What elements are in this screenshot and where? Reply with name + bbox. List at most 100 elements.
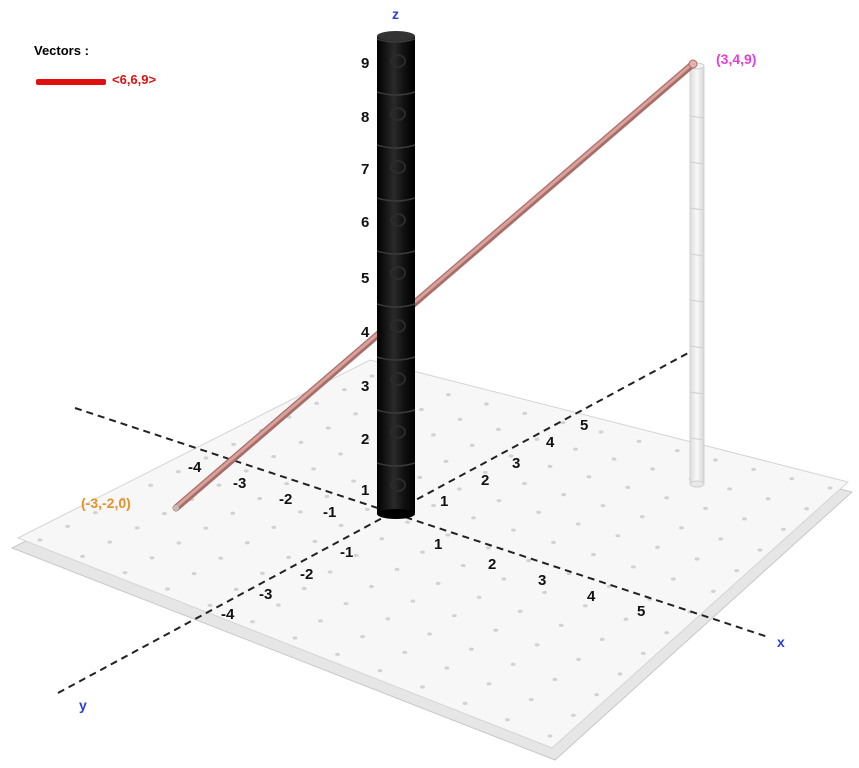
plate-dot: [522, 481, 527, 486]
projection-pole-tick: [689, 253, 705, 257]
z-pole-rings: [376, 38, 416, 492]
plate-dot: [37, 538, 43, 542]
plate-dot: [623, 617, 629, 621]
plate-dot: [443, 459, 449, 463]
plate-dot: [431, 503, 436, 508]
plate-dot: [528, 697, 534, 702]
plate-dot: [694, 557, 700, 561]
plate-dot: [566, 571, 572, 576]
x-neg-tick: -3: [233, 475, 247, 492]
plate-dot: [311, 467, 317, 471]
plate-dot: [510, 662, 516, 666]
plate-dot: [298, 440, 304, 444]
z-pole-ring: [376, 197, 416, 202]
z-pole-ring: [376, 462, 416, 467]
plate-dot: [625, 485, 631, 489]
vector-start-point: [173, 505, 179, 511]
plate-dot: [338, 523, 344, 527]
plate-dot: [327, 570, 333, 574]
plate-dot: [243, 469, 249, 473]
plate-dot: [594, 693, 600, 697]
y-tick: 3: [512, 455, 521, 472]
plate-dot: [122, 571, 128, 575]
plate-dot: [92, 511, 98, 515]
plate-dot: [505, 718, 510, 722]
plate-dot: [576, 657, 581, 662]
plate-dot: [80, 554, 85, 558]
z-pole-ring: [376, 144, 416, 149]
plate-dot: [542, 590, 547, 595]
projection-pole-tick: [689, 161, 705, 165]
plate-dot: [165, 587, 170, 591]
plate-dot: [501, 577, 507, 581]
plate-dot: [444, 666, 450, 670]
plate-dot: [558, 623, 564, 627]
plate-dot: [369, 584, 374, 589]
plate-dot: [471, 516, 476, 520]
plate-dot: [244, 541, 250, 545]
z-pole-ring: [376, 91, 416, 96]
plate-dot: [420, 685, 425, 689]
plate-dot: [260, 571, 265, 575]
z-pole-socket: [390, 160, 406, 174]
plate-dot: [218, 556, 224, 560]
plate-dot: [551, 540, 556, 544]
plate-dot: [107, 540, 113, 544]
plate-dot: [231, 442, 237, 446]
plate-dot: [586, 475, 592, 479]
plate-dot: [353, 412, 358, 416]
plate-dot: [591, 552, 596, 557]
plate-dot: [611, 457, 617, 461]
z-tick: 5: [361, 270, 370, 287]
plate-dot: [482, 470, 488, 475]
plate-dot: [203, 526, 209, 530]
plate-dot: [670, 577, 676, 581]
x-axis-label: x: [777, 634, 785, 650]
plate-dot: [789, 477, 795, 481]
plate-dot: [418, 407, 424, 412]
plate-dot: [427, 632, 432, 636]
z-tick: 4: [361, 324, 370, 341]
plate-dot: [325, 426, 331, 430]
legend-title: Vectors :: [34, 43, 89, 58]
plate-dot: [176, 541, 182, 545]
plate-dot: [271, 454, 277, 459]
plate-dot: [343, 602, 349, 606]
plate-dot: [674, 449, 680, 453]
z-tick: 6: [361, 214, 370, 231]
z-tick: 8: [361, 109, 370, 126]
plate-dot: [284, 482, 290, 486]
plate-dot: [526, 559, 532, 563]
plate-dot: [703, 506, 708, 510]
plate-dot: [257, 496, 263, 501]
plate-dot: [484, 402, 489, 406]
plate-dot: [394, 567, 400, 571]
plate-dot: [536, 510, 542, 514]
y-neg-tick: -3: [259, 586, 273, 603]
plate-dot: [486, 682, 492, 686]
plate-dot: [377, 669, 383, 673]
plate-dot: [318, 619, 323, 623]
plate-dot: [379, 537, 385, 541]
plate-dot: [462, 701, 468, 705]
plate-dot: [402, 650, 408, 654]
plate-dot: [765, 497, 771, 501]
legend-vector-swatch: [36, 79, 106, 85]
plate-dot: [575, 522, 581, 526]
plate-dot: [598, 430, 604, 434]
plate-dot: [420, 550, 425, 554]
plate-dot: [713, 458, 718, 462]
plate-dot: [780, 527, 786, 531]
vector-tube: [172, 60, 697, 512]
z-pole-ring: [376, 38, 416, 43]
plate-dot: [617, 672, 623, 676]
y-tick: 5: [580, 417, 589, 434]
y-tick: 1: [440, 493, 449, 510]
plate-dot: [65, 524, 71, 528]
x-tick: 4: [587, 588, 596, 605]
plate-dot: [312, 539, 318, 543]
plate-dot: [149, 556, 155, 560]
plate-dot: [148, 483, 154, 487]
z-tick: 3: [361, 378, 370, 395]
plate-dot: [547, 734, 553, 738]
